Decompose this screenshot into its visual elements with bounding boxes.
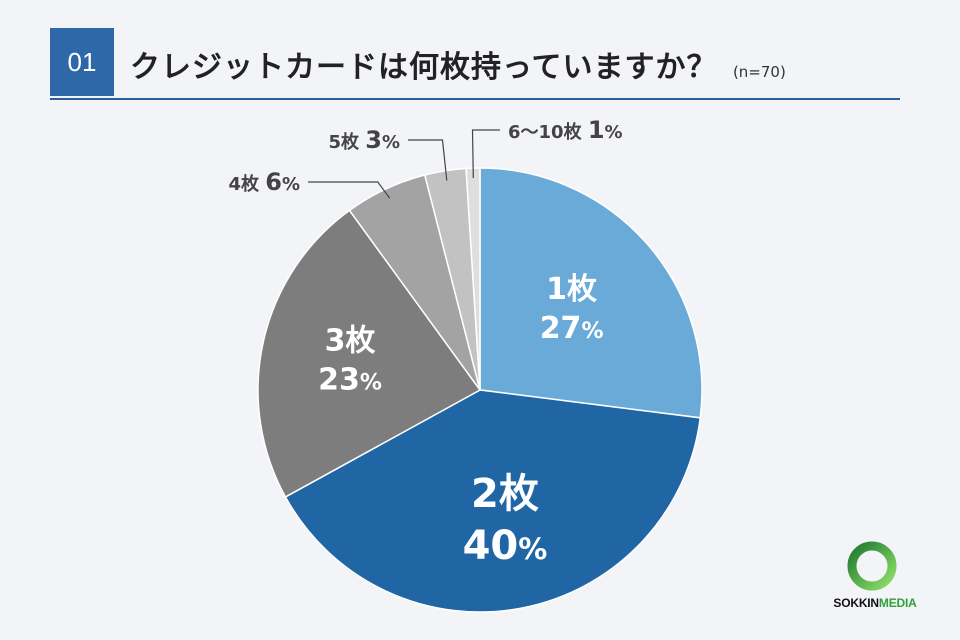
chart-header: 01 クレジットカードは何枚持っていますか？ (n=70) bbox=[50, 28, 900, 100]
leader-line bbox=[408, 139, 448, 181]
slice-category-label: 2枚 bbox=[471, 471, 539, 517]
chart-title-text: クレジットカードは何枚持っていますか？ bbox=[130, 50, 718, 85]
logo-text-part1: SOKKIN bbox=[833, 596, 879, 610]
slice-outside-label: 6〜10枚 1% bbox=[508, 116, 623, 144]
question-number-badge: 01 bbox=[50, 28, 114, 96]
sample-size-label: (n=70) bbox=[732, 63, 786, 81]
slice-outside-label: 4枚 6% bbox=[228, 168, 300, 196]
pie-slice bbox=[479, 167, 703, 419]
slice-category-label: 1枚 bbox=[546, 272, 597, 307]
pie-slice bbox=[284, 389, 702, 613]
logo-text-part2: MEDIA bbox=[878, 596, 917, 610]
leader-line bbox=[471, 129, 500, 179]
slice-category-label: 3枚 bbox=[325, 323, 376, 358]
pie-slice bbox=[257, 209, 482, 498]
slice-outside-label: 5枚 3% bbox=[328, 126, 400, 154]
leader-line bbox=[308, 181, 391, 199]
sokkin-media-logo: SOKKINMEDIA bbox=[820, 540, 930, 620]
logo-ring-icon bbox=[847, 541, 897, 591]
logo-text: SOKKINMEDIA bbox=[820, 596, 930, 610]
chart-title: クレジットカードは何枚持っていますか？ (n=70) bbox=[130, 42, 786, 86]
